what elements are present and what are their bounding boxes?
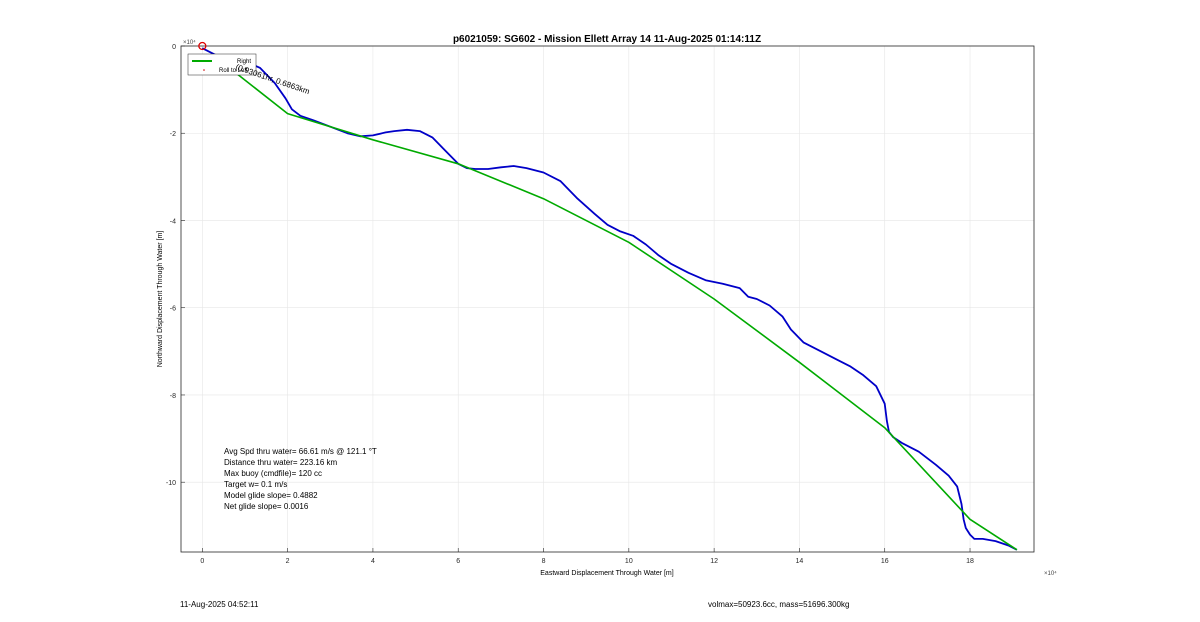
stat-line: Avg Spd thru water= 66.61 m/s @ 121.1 °T <box>224 447 377 456</box>
footer-timestamp: 11-Aug-2025 04:52:11 <box>180 600 259 609</box>
track-annotation: (0.93061hr, 0.6863km <box>234 62 311 96</box>
y-tick-label: -10 <box>166 480 176 487</box>
legend-label-right: Right <box>237 59 251 65</box>
legend-marker-roll-left <box>203 69 205 71</box>
x-tick-label: 10 <box>625 558 633 565</box>
x-tick-label: 18 <box>966 558 974 565</box>
legend-label-roll-left: Roll to Left <box>219 68 248 74</box>
stats-box: Avg Spd thru water= 66.61 m/s @ 121.1 °T… <box>224 447 377 511</box>
x-tick-label: 14 <box>796 558 804 565</box>
x-tick-label: 0 <box>200 558 204 565</box>
x-tick-label: 16 <box>881 558 889 565</box>
x-tick-label: 6 <box>456 558 460 565</box>
x-axis-label: Eastward Displacement Through Water [m] <box>540 570 673 577</box>
y-axis-exponent: ×10⁴ <box>183 39 196 46</box>
y-tick-label: 0 <box>172 44 176 51</box>
footer-volmax-mass: volmax=50923.6cc, mass=51696.300kg <box>708 600 850 609</box>
stat-line: Net glide slope= 0.0016 <box>224 502 309 511</box>
y-tick-label: -4 <box>170 218 176 225</box>
y-axis-label: Northward Displacement Through Water [m] <box>157 231 164 368</box>
stat-line: Model glide slope= 0.4882 <box>224 491 318 500</box>
glider-track-line <box>201 47 1018 551</box>
x-tick-label: 12 <box>710 558 718 565</box>
legend: Right Roll to Left <box>187 53 257 76</box>
y-tick-label: -2 <box>170 131 176 138</box>
legend-box <box>187 53 257 76</box>
y-tick-label: -8 <box>170 393 176 400</box>
x-tick-label: 8 <box>542 558 546 565</box>
axis-ticks: 0 2 4 6 8 10 12 14 16 18 0 -2 -4 -6 -8 -10 <box>166 44 974 565</box>
stat-line: Target w= 0.1 m/s <box>224 480 287 489</box>
x-tick-label: 2 <box>286 558 290 565</box>
stat-line: Distance thru water= 223.16 km <box>224 458 338 467</box>
x-tick-label: 4 <box>371 558 375 565</box>
x-axis-exponent: ×10⁴ <box>1044 570 1057 577</box>
y-tick-label: -6 <box>170 306 176 313</box>
plot-area <box>180 45 1035 553</box>
stat-line: Max buoy (cmdfile)= 120 cc <box>224 469 322 478</box>
chart-title: p6021059: SG602 - Mission Ellett Array 1… <box>453 34 761 45</box>
start-marker <box>198 41 207 51</box>
